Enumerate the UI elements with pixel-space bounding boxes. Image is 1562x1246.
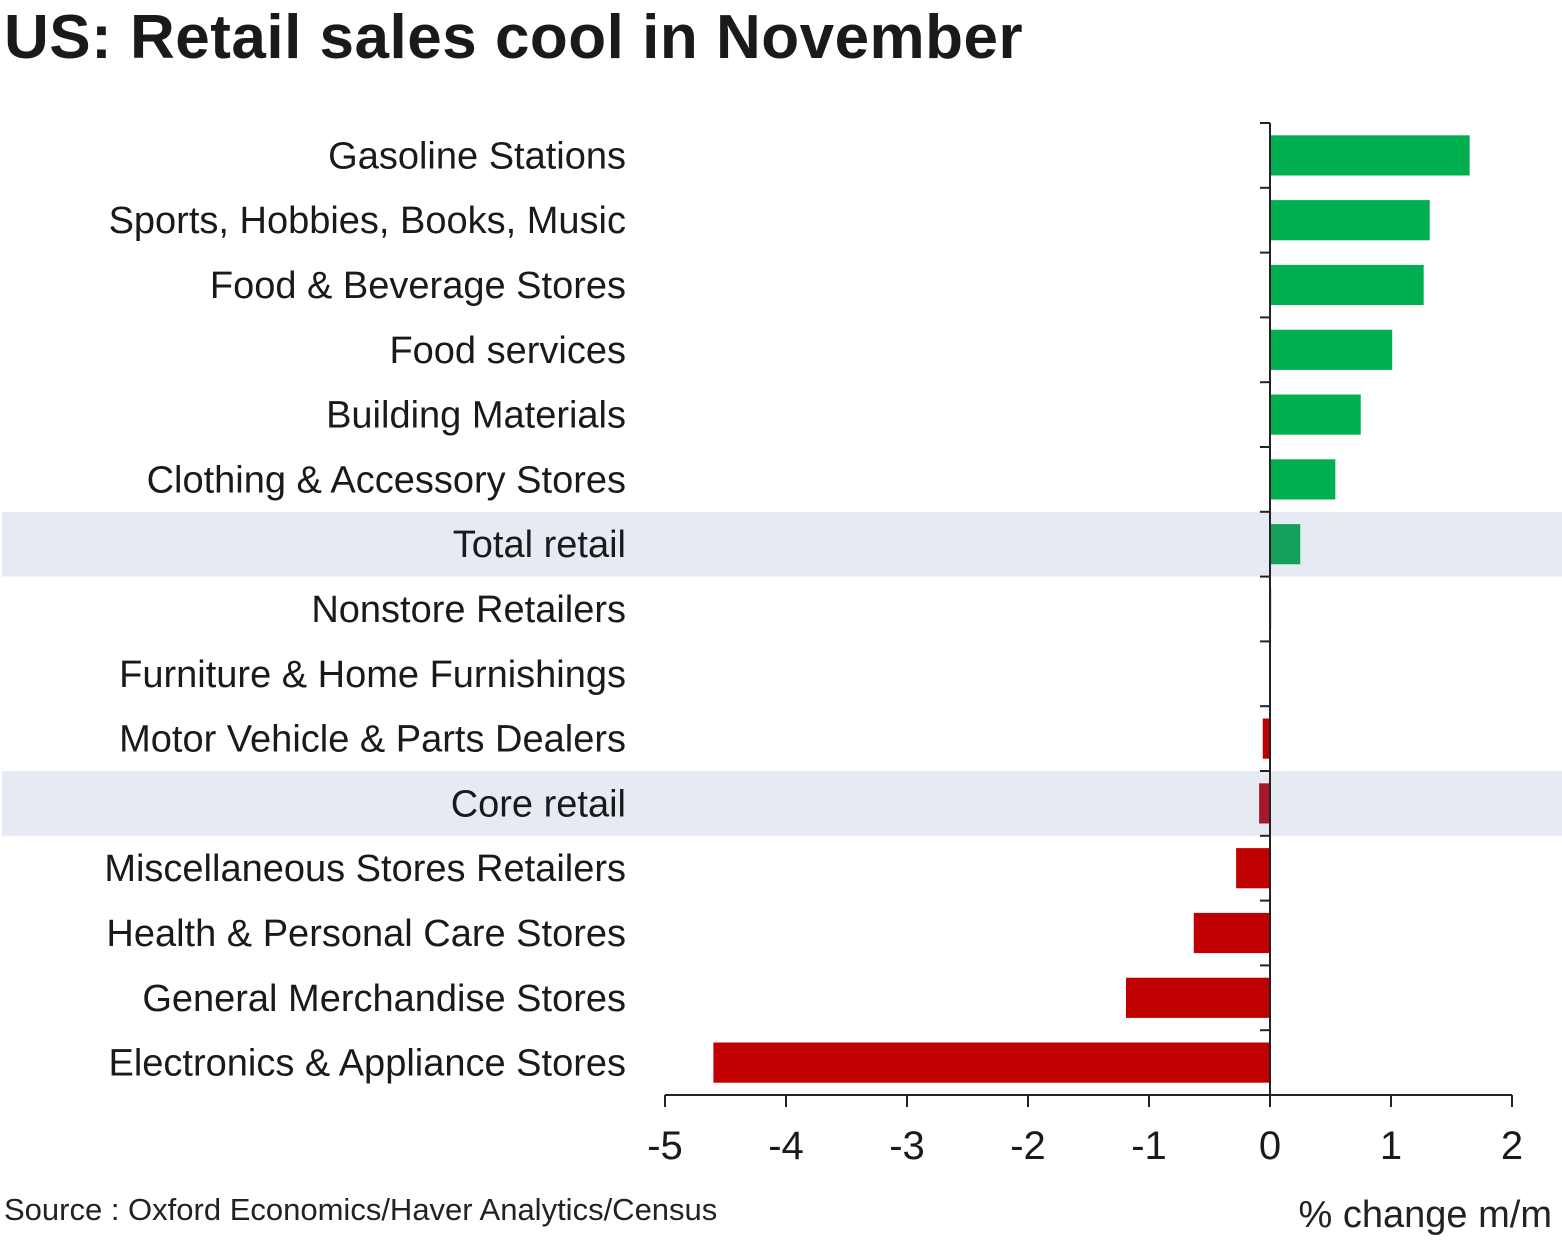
x-tick-label: -5 bbox=[647, 1124, 683, 1168]
source-note: Source : Oxford Economics/Haver Analytic… bbox=[4, 1192, 718, 1227]
bar-building-materials bbox=[1270, 394, 1361, 435]
bar-total-retail bbox=[1270, 524, 1301, 565]
category-label-food-services: Food services bbox=[389, 330, 626, 372]
bar-gasoline-stations bbox=[1270, 135, 1470, 176]
highlight-band-total-retail bbox=[2, 511, 1562, 577]
category-label-sports-hobbies-books-music: Sports, Hobbies, Books, Music bbox=[109, 200, 626, 242]
bar-sports-hobbies-books-music bbox=[1270, 200, 1430, 241]
category-label-total-retail: Total retail bbox=[453, 524, 626, 566]
category-label-clothing-accessory-stores: Clothing & Accessory Stores bbox=[147, 459, 626, 501]
category-label-general-merchandise-stores: General Merchandise Stores bbox=[142, 978, 626, 1020]
category-label-gasoline-stations: Gasoline Stations bbox=[328, 135, 626, 177]
category-label-motor-vehicle-parts-dealers: Motor Vehicle & Parts Dealers bbox=[119, 719, 626, 761]
bar-motor-vehicle-parts-dealers bbox=[1262, 718, 1270, 759]
x-tick-label: -1 bbox=[1131, 1124, 1167, 1168]
bar-food-services bbox=[1270, 329, 1393, 370]
bar-food-beverage-stores bbox=[1270, 264, 1424, 306]
x-tick-label: -2 bbox=[1010, 1124, 1046, 1168]
bar-core-retail bbox=[1259, 783, 1270, 824]
bar-health-personal-care-stores bbox=[1193, 912, 1270, 954]
bar-electronics-appliance-stores bbox=[713, 1042, 1270, 1083]
category-label-electronics-appliance-stores: Electronics & Appliance Stores bbox=[109, 1043, 627, 1085]
category-label-health-personal-care-stores: Health & Personal Care Stores bbox=[106, 913, 626, 955]
chart-title: US: Retail sales cool in November bbox=[4, 3, 1024, 72]
bar-miscellaneous-stores-retailers bbox=[1236, 848, 1270, 889]
bar-general-merchandise-stores bbox=[1126, 977, 1270, 1018]
category-label-miscellaneous-stores-retailers: Miscellaneous Stores Retailers bbox=[104, 848, 626, 890]
highlight-band-core-retail bbox=[2, 771, 1562, 836]
category-label-building-materials: Building Materials bbox=[326, 395, 626, 437]
category-label-nonstore-retailers: Nonstore Retailers bbox=[311, 589, 626, 631]
category-label-food-beverage-stores: Food & Beverage Stores bbox=[210, 265, 626, 307]
bar-clothing-accessory-stores bbox=[1270, 459, 1336, 500]
category-label-core-retail: Core retail bbox=[451, 783, 626, 825]
x-tick-label: -3 bbox=[889, 1124, 925, 1168]
category-label-furniture-home-furnishings: Furniture & Home Furnishings bbox=[119, 654, 626, 696]
x-axis-label: % change m/m bbox=[1298, 1194, 1552, 1236]
x-tick-label: 2 bbox=[1501, 1124, 1523, 1168]
x-tick-label: 1 bbox=[1380, 1124, 1402, 1168]
x-tick-label: -4 bbox=[768, 1124, 804, 1168]
x-tick-label: 0 bbox=[1259, 1124, 1281, 1168]
